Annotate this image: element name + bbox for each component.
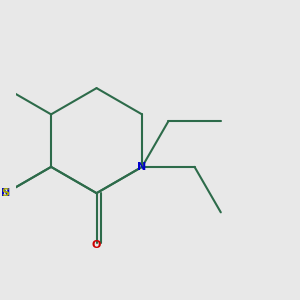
Text: N: N (1, 188, 10, 198)
Text: O: O (92, 240, 101, 250)
Text: N: N (137, 162, 147, 172)
Text: S: S (2, 188, 10, 198)
